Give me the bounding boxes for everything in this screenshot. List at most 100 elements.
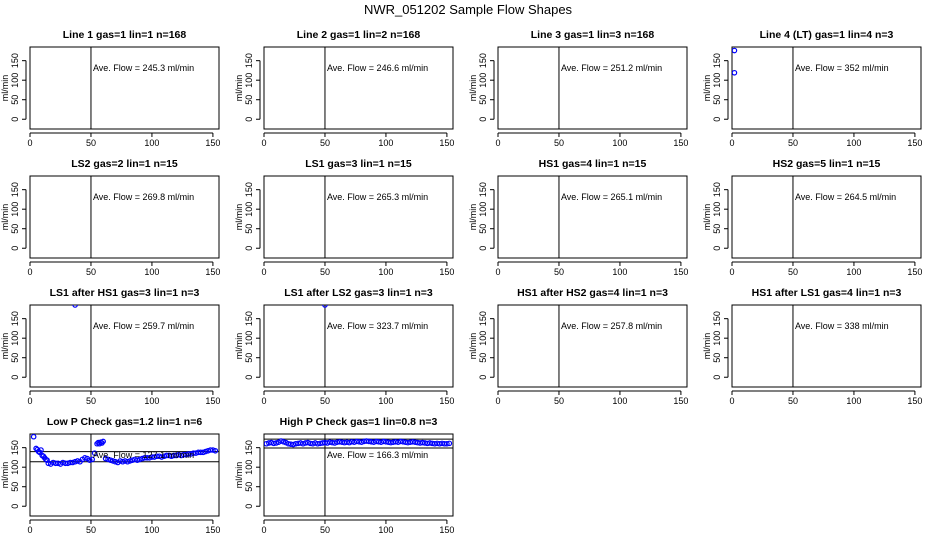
data-point <box>278 438 284 444</box>
avg-flow-label: Ave. Flow = 245.3 ml/min <box>93 63 194 73</box>
y-axis-label: ml/min <box>702 333 712 360</box>
x-tick-label: 150 <box>907 267 922 277</box>
y-axis-label: ml/min <box>0 75 10 102</box>
plot-area <box>264 434 453 516</box>
data-point <box>44 457 50 463</box>
data-point <box>444 440 450 447</box>
y-tick-label: 150 <box>712 182 722 197</box>
y-tick-label: 100 <box>712 73 722 88</box>
x-tick-label: 0 <box>495 267 500 277</box>
figure-title: NWR_051202 Sample Flow Shapes <box>364 2 573 17</box>
data-point <box>305 439 311 446</box>
y-axis-label: ml/min <box>234 333 244 360</box>
x-tick-label: 0 <box>261 396 266 406</box>
y-tick-label: 150 <box>478 311 488 326</box>
data-point <box>89 456 95 463</box>
data-point <box>270 440 277 447</box>
plot-area <box>732 47 794 129</box>
panel-7: HS1 gas=4 lin=1 n=150 50 100 150050100150ml… <box>468 158 688 277</box>
x-tick-label: 0 <box>495 396 500 406</box>
panel-9: LS1 after HS1 gas=3 lin=1 n=3 0 50 100 150 0 5… <box>0 287 220 406</box>
x-tick-label: 100 <box>144 267 159 277</box>
panel-6: LS1 gas=3 lin=1 n=150 50 100 150050100150ml… <box>234 158 454 277</box>
x-axis: 0 50 100 150 <box>729 390 922 406</box>
x-tick-label: 50 <box>86 138 96 148</box>
y-tick-label: 0 <box>244 246 254 251</box>
y-tick-label: 50 <box>712 224 722 234</box>
data-point <box>95 439 102 446</box>
y-tick-label: 50 <box>10 353 20 363</box>
y-tick-label: 100 <box>10 73 20 88</box>
y-tick-label: 0 <box>244 117 254 122</box>
y-tick-label: 0 <box>712 246 722 251</box>
panel-10: LS1 after LS2 gas=3 lin=1 n=3 0 50 100 150 0 5… <box>234 287 454 406</box>
plot-area <box>322 305 328 387</box>
plot-frame <box>497 304 688 388</box>
y-tick-label: 50 <box>244 224 254 234</box>
x-tick-label: 0 <box>729 267 734 277</box>
y-tick-label: 100 <box>478 331 488 346</box>
y-tick-label: 150 <box>712 311 722 326</box>
avg-flow-label: Ave. Flow = 269.8 ml/min <box>93 192 194 202</box>
data-point <box>127 458 133 464</box>
x-tick-label: 150 <box>439 396 454 406</box>
x-tick-label: 150 <box>439 525 454 535</box>
y-tick-label: 150 <box>244 53 254 68</box>
x-tick-label: 100 <box>378 138 393 148</box>
data-point <box>331 440 338 446</box>
x-tick-label: 50 <box>554 396 564 406</box>
x-tick-label: 0 <box>27 525 32 535</box>
x-tick-label: 0 <box>261 267 266 277</box>
y-tick-label: 0 <box>10 504 20 509</box>
avg-flow-label: Ave. Flow = 166.3 ml/min <box>327 450 428 460</box>
x-tick-label: 100 <box>612 138 627 148</box>
plot-frame <box>263 46 454 130</box>
x-tick-label: 0 <box>27 138 32 148</box>
x-axis: 0 50 100 150 <box>495 390 688 406</box>
panel-3: Line 3 gas=1 lin=3 n=168 0 50 100 150 0 50 100 1… <box>468 29 688 148</box>
panel-title: HS1 after HS2 gas=4 lin=1 n=3 <box>517 287 668 299</box>
x-axis: 0 50 100 150 <box>27 132 220 148</box>
plot-frame <box>731 304 922 388</box>
data-point <box>102 455 109 462</box>
x-tick-label: 0 <box>729 396 734 406</box>
data-point <box>290 441 297 448</box>
panel-title: HS1 gas=4 lin=1 n=15 <box>539 158 647 170</box>
y-tick-label: 150 <box>244 182 254 197</box>
data-point <box>30 434 37 440</box>
y-tick-label: 100 <box>478 73 488 88</box>
x-tick-label: 100 <box>846 138 861 148</box>
y-tick-label: 100 <box>10 460 20 475</box>
y-tick-label: 50 <box>712 95 722 105</box>
x-tick-label: 150 <box>673 138 688 148</box>
data-point <box>100 438 106 445</box>
y-tick-label: 150 <box>10 53 20 68</box>
panel-5: LS2 gas=2 lin=1 n=150 50 100 150050100150ml… <box>0 158 220 277</box>
data-point <box>107 457 114 463</box>
avg-flow-label: Ave. Flow = 259.7 ml/min <box>93 321 194 331</box>
data-point <box>300 440 306 447</box>
x-tick-label: 50 <box>320 138 330 148</box>
y-tick-label: 50 <box>244 95 254 105</box>
x-tick-label: 150 <box>205 525 220 535</box>
x-axis: 0 50 100 150 <box>261 519 454 535</box>
data-point <box>91 450 98 456</box>
x-tick-label: 100 <box>612 267 627 277</box>
avg-flow-label: Ave. Flow = 127.1 ml/min <box>93 450 194 460</box>
data-point <box>124 458 131 465</box>
panel-title: LS1 after HS1 gas=3 lin=1 n=3 <box>50 287 200 299</box>
y-tick-label: 50 <box>244 482 254 492</box>
x-axis: 0 50 100 150 <box>495 132 688 148</box>
